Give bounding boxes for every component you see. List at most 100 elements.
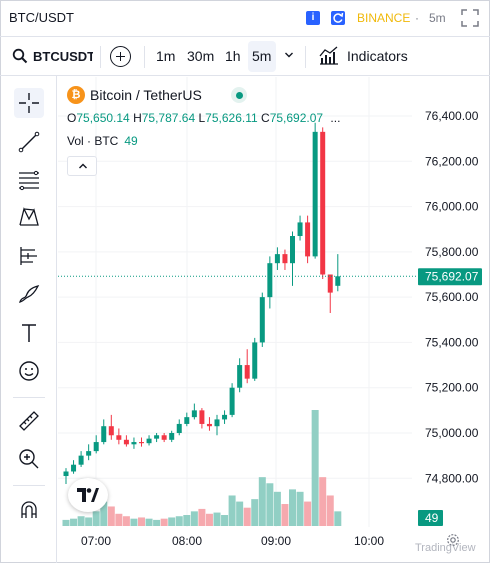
indicators-icon[interactable] bbox=[318, 46, 340, 66]
tool-divider bbox=[13, 485, 45, 486]
symbol-title[interactable]: Bitcoin / TetherUS bbox=[90, 87, 202, 103]
open-label: O bbox=[67, 111, 77, 125]
trend-line-tool[interactable] bbox=[14, 127, 44, 157]
crosshair-tool[interactable] bbox=[14, 88, 44, 118]
candle-body bbox=[267, 263, 273, 298]
candle-body bbox=[312, 131, 318, 257]
candle-body bbox=[222, 414, 228, 420]
time-axis[interactable]: 07:00 08:00 09:00 10:00 bbox=[81, 534, 384, 548]
volume-bar bbox=[311, 410, 319, 526]
fullscreen-icon[interactable] bbox=[459, 7, 481, 29]
price-tick-label: 74,800.00 bbox=[425, 471, 479, 485]
brush-tool[interactable] bbox=[14, 279, 44, 309]
interval-1m-button[interactable]: 1m bbox=[156, 48, 176, 64]
price-tick-label: 75,800.00 bbox=[425, 245, 479, 259]
candle-body bbox=[131, 442, 137, 445]
candle-body bbox=[214, 419, 220, 427]
candle-body bbox=[206, 423, 212, 427]
last-volume-label: 49 bbox=[425, 511, 439, 525]
price-axis[interactable]: 76,400.00 76,200.00 76,000.00 75,800.00 75,6… bbox=[425, 109, 479, 485]
volume-bar bbox=[77, 516, 85, 526]
market-status-icon[interactable] bbox=[231, 87, 247, 103]
candle-body bbox=[146, 438, 152, 444]
interval-label: 5m bbox=[429, 11, 446, 25]
volume-bar bbox=[304, 501, 312, 526]
volume-bars bbox=[62, 410, 342, 526]
symbol-search-input[interactable]: BTCUSDT bbox=[33, 49, 93, 64]
candle-body bbox=[78, 455, 84, 465]
volume-bar bbox=[198, 508, 206, 526]
info-icon[interactable]: i bbox=[306, 11, 320, 25]
candle-body bbox=[101, 426, 107, 443]
pattern-tool[interactable] bbox=[14, 202, 44, 232]
candle-body bbox=[297, 222, 303, 237]
magnet-tool[interactable] bbox=[14, 495, 44, 525]
refresh-icon[interactable] bbox=[331, 11, 345, 25]
candle-body bbox=[320, 131, 326, 275]
interval-1h-button[interactable]: 1h bbox=[225, 48, 241, 64]
volume-bar bbox=[138, 517, 145, 526]
high-label: H bbox=[133, 111, 142, 125]
time-tick-label: 09:00 bbox=[261, 534, 291, 548]
text-icon bbox=[22, 324, 36, 342]
volume-bar bbox=[213, 512, 221, 526]
interval-5m-button[interactable]: 5m bbox=[252, 48, 272, 64]
volume-bar bbox=[70, 518, 78, 526]
chevron-down-icon[interactable] bbox=[284, 50, 294, 60]
settings-icon[interactable] bbox=[446, 533, 460, 547]
candle-body bbox=[86, 451, 92, 456]
interval-30m-button[interactable]: 30m bbox=[187, 48, 215, 64]
volume-bar bbox=[319, 477, 327, 526]
candle-body bbox=[305, 222, 311, 257]
ruler-icon bbox=[19, 411, 39, 431]
volume-bar bbox=[190, 511, 198, 526]
price-tick-label: 75,000.00 bbox=[425, 426, 479, 440]
emoji-tool[interactable] bbox=[14, 356, 44, 386]
candle-body bbox=[154, 435, 160, 439]
collapse-legend-button[interactable] bbox=[67, 156, 97, 176]
price-tick-label: 75,600.00 bbox=[425, 290, 479, 304]
zoom-tool[interactable] bbox=[14, 444, 44, 474]
search-icon[interactable] bbox=[12, 48, 28, 64]
window-title: BTC/USDT bbox=[9, 10, 74, 25]
compare-symbol-button[interactable] bbox=[110, 46, 131, 67]
zoom-in-icon bbox=[19, 449, 39, 469]
last-price-marker: 75,692.07 49 bbox=[58, 268, 482, 526]
volume-bar bbox=[168, 517, 176, 526]
price-tick-label: 75,200.00 bbox=[425, 381, 479, 395]
volume-bar bbox=[92, 511, 100, 526]
candle-body bbox=[229, 387, 235, 415]
candle-body bbox=[116, 435, 122, 440]
low-label: L bbox=[198, 111, 206, 125]
magnet-icon bbox=[21, 501, 37, 518]
close-label: C bbox=[261, 111, 270, 125]
candle-body bbox=[259, 297, 265, 343]
candle-body bbox=[176, 423, 182, 433]
ohlc-values: O75,650.14 H75,787.64 L75,626.11 C75,692… bbox=[67, 111, 340, 125]
volume-bar bbox=[266, 483, 274, 526]
indicators-button[interactable]: Indicators bbox=[347, 48, 408, 64]
volume-bar bbox=[326, 495, 334, 526]
toolbar-divider bbox=[305, 46, 306, 68]
fib-retracement-icon bbox=[19, 170, 39, 191]
forecast-tool[interactable] bbox=[14, 241, 44, 271]
volume-bar bbox=[281, 504, 289, 526]
measure-tool[interactable] bbox=[14, 406, 44, 436]
volume-bar bbox=[205, 513, 213, 526]
text-tool[interactable] bbox=[14, 318, 44, 348]
xabcd-pattern-icon bbox=[19, 207, 39, 226]
high-value: 75,787.64 bbox=[141, 111, 196, 125]
volume-bar bbox=[258, 477, 266, 526]
candle-body bbox=[282, 254, 288, 264]
tradingview-logo[interactable] bbox=[68, 478, 108, 512]
fib-tool[interactable] bbox=[14, 165, 44, 195]
volume-bar bbox=[243, 507, 251, 526]
volume-bar bbox=[289, 489, 296, 526]
volume-label: Vol · BTC bbox=[67, 134, 119, 148]
candle-body bbox=[93, 442, 99, 452]
tradingview-watermark: TradingView bbox=[415, 542, 476, 554]
brush-icon bbox=[19, 285, 40, 303]
volume-bar bbox=[251, 499, 259, 526]
volume-legend[interactable]: Vol · BTC 49 bbox=[67, 134, 138, 148]
